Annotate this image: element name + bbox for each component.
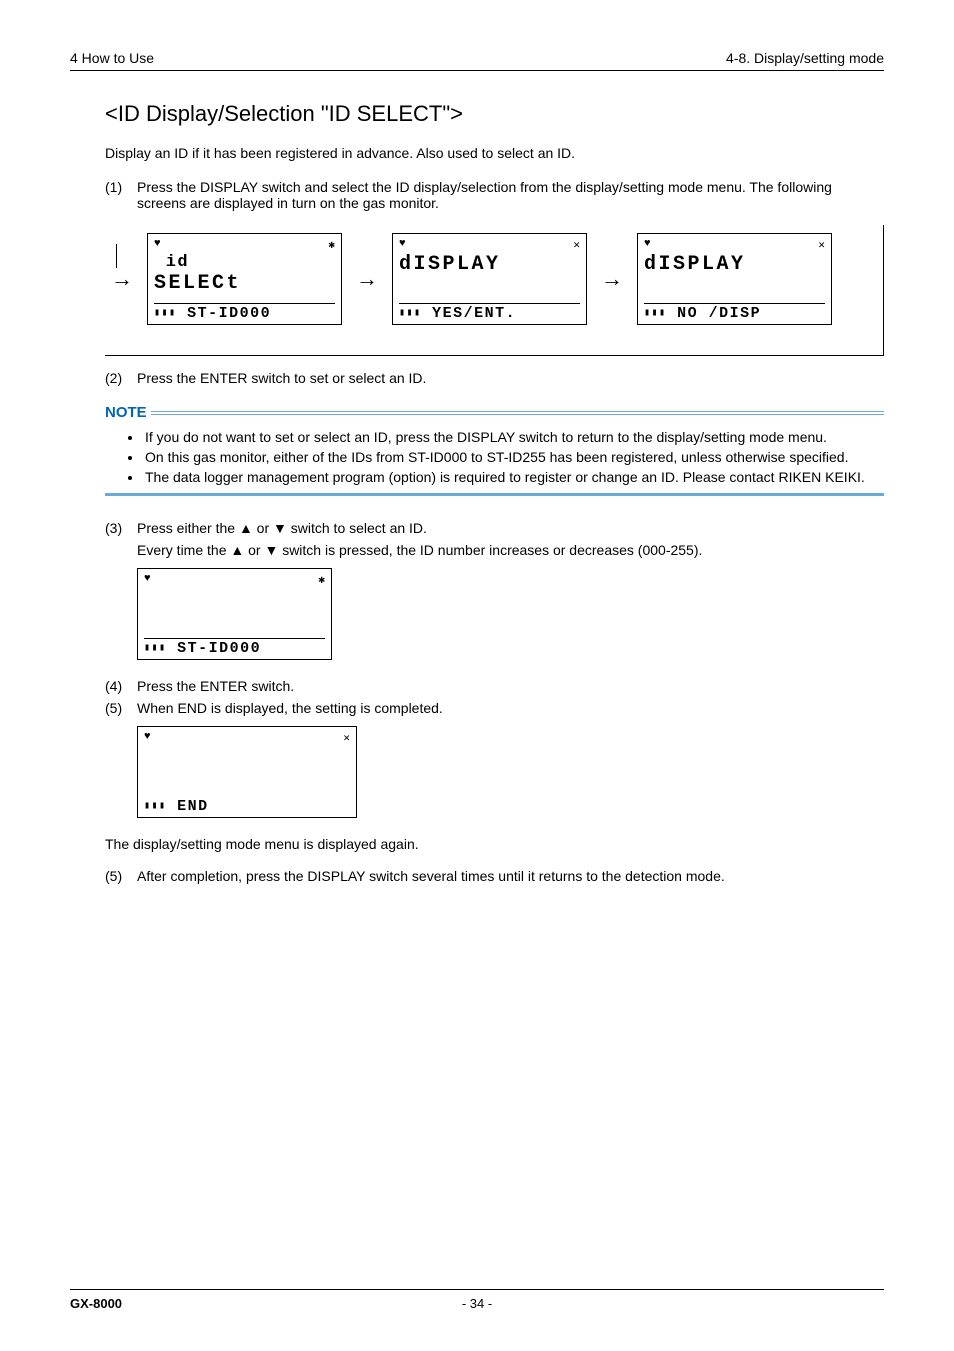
step-1: (1) Press the DISPLAY switch and select … (105, 179, 884, 211)
lcd-bottom-text: END (177, 798, 209, 815)
note-rule (105, 493, 884, 496)
arrow-icon: → (356, 266, 378, 292)
step-text: Press either the ▲ or ▼ switch to select… (137, 520, 884, 536)
lcd-screen-5: ♥ ✕ ▮▮▮ END (137, 726, 357, 818)
step-text: After completion, press the DISPLAY swit… (137, 868, 884, 884)
battery-icon: ▮▮▮ (144, 643, 167, 654)
page-footer: GX-8000 - 34 - (70, 1289, 884, 1311)
step-num: (5) (105, 868, 137, 884)
lcd-bottom: ▮▮▮ YES/ENT. (399, 303, 580, 322)
lcd-bottom: ▮▮▮ END (144, 797, 350, 815)
note-item: The data logger management program (opti… (143, 469, 884, 485)
heart-icon: ♥ (399, 238, 406, 252)
heart-icon: ♥ (644, 238, 651, 252)
lcd-screen-4: ♥ ✱ ▮▮▮ ST-ID000 (137, 568, 332, 660)
battery-icon: ▮▮▮ (644, 308, 667, 319)
step-text: Press the ENTER switch. (137, 678, 884, 694)
note-item: If you do not want to set or select an I… (143, 429, 884, 445)
note-item: On this gas monitor, either of the IDs f… (143, 449, 884, 465)
x-icon: ✕ (573, 238, 580, 252)
lcd-screen-3: ♥ ✕ dISPLAY ▮▮▮ NO /DISP (637, 233, 832, 325)
step-sub: Every time the ▲ or ▼ switch is pressed,… (137, 542, 884, 558)
battery-icon: ▮▮▮ (154, 308, 177, 319)
arrow-icon: → (111, 266, 133, 292)
heart-icon: ♥ (144, 731, 151, 745)
fan-icon: ✱ (328, 238, 335, 252)
step-5a: (5) When END is displayed, the setting i… (105, 700, 884, 716)
lcd-screen-1: ♥ ✱ id SELECt ▮▮▮ ST-ID000 (147, 233, 342, 325)
battery-icon: ▮▮▮ (144, 801, 167, 812)
intro-text: Display an ID if it has been registered … (105, 145, 884, 161)
footer-model: GX-8000 (70, 1296, 122, 1311)
step-num: (5) (105, 700, 137, 716)
step-text: Press the ENTER switch to set or select … (137, 370, 884, 386)
lcd-text: id (154, 254, 335, 273)
step-num: (1) (105, 179, 137, 211)
lcd-bottom: ▮▮▮ ST-ID000 (154, 303, 335, 322)
header-right: 4-8. Display/setting mode (726, 50, 884, 66)
note-block: NOTE If you do not want to set or select… (105, 404, 884, 496)
lcd-bottom: ▮▮▮ NO /DISP (644, 303, 825, 322)
lcd-sequence: → ♥ ✱ id SELECt ▮▮▮ ST-ID000 → ♥ ✕ dISPL… (105, 225, 884, 356)
lcd-bottom: ▮▮▮ ST-ID000 (144, 638, 325, 657)
note-rule (151, 411, 884, 415)
step-text: When END is displayed, the setting is co… (137, 700, 884, 716)
step-4: (4) Press the ENTER switch. (105, 678, 884, 694)
step-text: Press the DISPLAY switch and select the … (137, 179, 884, 211)
step-num: (4) (105, 678, 137, 694)
x-icon: ✕ (343, 731, 350, 745)
after-text: The display/setting mode menu is display… (105, 836, 884, 852)
lcd-bottom-text: YES/ENT. (432, 305, 516, 322)
lcd-text: dISPLAY (644, 254, 825, 276)
heart-icon: ♥ (144, 573, 151, 587)
lcd-bottom-text: ST-ID000 (187, 305, 271, 322)
step-num: (2) (105, 370, 137, 386)
x-icon: ✕ (818, 238, 825, 252)
section-title: <ID Display/Selection "ID SELECT"> (105, 101, 884, 127)
step-5b: (5) After completion, press the DISPLAY … (105, 868, 884, 884)
page-header: 4 How to Use 4-8. Display/setting mode (70, 50, 884, 71)
fan-icon: ✱ (318, 573, 325, 587)
step-3: (3) Press either the ▲ or ▼ switch to se… (105, 520, 884, 536)
note-title: NOTE (105, 404, 151, 421)
arrow-icon: → (601, 266, 623, 292)
content: <ID Display/Selection "ID SELECT"> Displ… (70, 101, 884, 884)
battery-icon: ▮▮▮ (399, 308, 422, 319)
lcd-text: dISPLAY (399, 254, 580, 276)
step-2: (2) Press the ENTER switch to set or sel… (105, 370, 884, 386)
lcd-text: SELECt (154, 273, 335, 295)
lcd-screen-2: ♥ ✕ dISPLAY ▮▮▮ YES/ENT. (392, 233, 587, 325)
lcd-bottom-text: ST-ID000 (177, 640, 261, 657)
heart-icon: ♥ (154, 238, 161, 252)
footer-page: - 34 - (462, 1296, 492, 1311)
step-num: (3) (105, 520, 137, 536)
note-list: If you do not want to set or select an I… (105, 429, 884, 485)
lcd-bottom-text: NO /DISP (677, 305, 761, 322)
header-left: 4 How to Use (70, 50, 154, 66)
